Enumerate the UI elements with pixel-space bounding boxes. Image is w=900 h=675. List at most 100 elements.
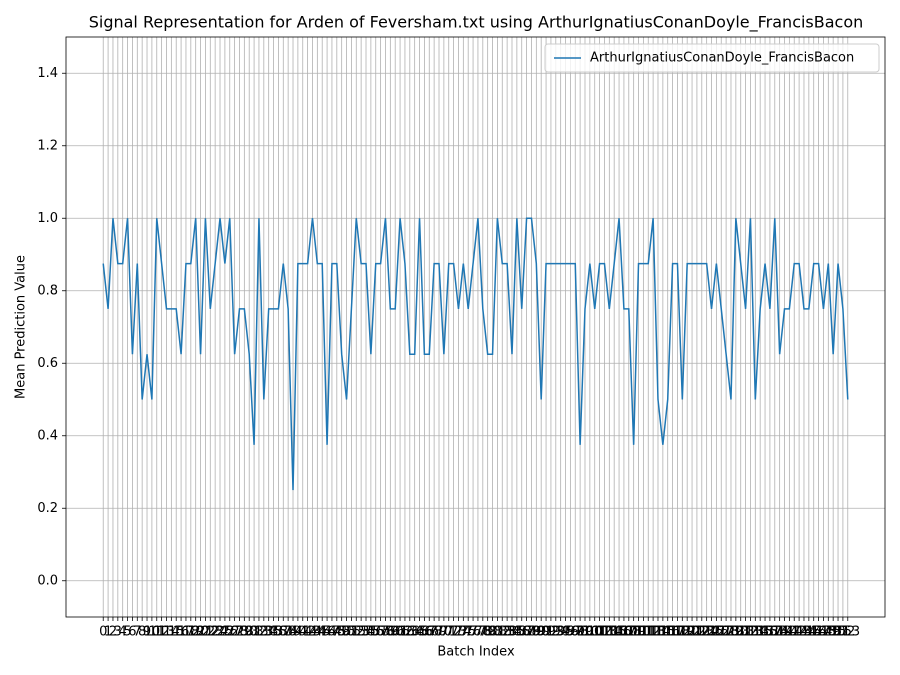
x-tick-label: 91: [538, 625, 555, 640]
y-tick-label: 1.0: [37, 211, 58, 226]
x-tick-label: 86: [513, 625, 530, 640]
x-tick-label: 119: [670, 625, 695, 640]
x-tick-label: 48: [329, 625, 346, 640]
x-tick-label: 12: [153, 625, 170, 640]
x-tick-label: 133: [738, 625, 763, 640]
x-tick-label: 151: [826, 625, 851, 640]
x-tick-label: 96: [562, 625, 579, 640]
x-tick-label: 18: [183, 625, 200, 640]
x-tick-label: 0: [99, 625, 107, 640]
x-tick-label: 21: [197, 625, 214, 640]
x-tick-label: 123: [689, 625, 714, 640]
x-tick-label: 1: [104, 625, 112, 640]
x-tick-label: 98: [572, 625, 589, 640]
x-tick-label: 145: [796, 625, 821, 640]
x-tick-label: 76: [465, 625, 482, 640]
chart-title: Signal Representation for Arden of Fever…: [89, 13, 864, 33]
x-tick-label: 68: [426, 625, 443, 640]
x-tick-label: 126: [704, 625, 729, 640]
x-tick-label: 49: [333, 625, 350, 640]
y-tick-label: 1.4: [37, 66, 58, 81]
x-tick-label: 14: [163, 625, 180, 640]
x-tick-label: 107: [612, 625, 637, 640]
y-tick-label: 0.4: [37, 428, 58, 443]
x-tick-label: 54: [358, 625, 375, 640]
x-tick-label: 128: [714, 625, 739, 640]
x-tick-label: 16: [173, 625, 190, 640]
x-tick-label: 122: [685, 625, 710, 640]
x-tick-label: 40: [290, 625, 307, 640]
x-tick-label: 9: [143, 625, 151, 640]
x-tick-label: 121: [680, 625, 705, 640]
x-tick-label: 105: [602, 625, 627, 640]
x-tick-label: 93: [548, 625, 565, 640]
x-tick-label: 87: [518, 625, 535, 640]
x-tick-label: 149: [816, 625, 841, 640]
x-tick-label: 37: [275, 625, 292, 640]
x-tick-label: 138: [762, 625, 787, 640]
x-tick-label: 89: [528, 625, 545, 640]
x-tick-label: 33: [256, 625, 273, 640]
x-tick-label: 11: [148, 625, 165, 640]
x-tick-label: 106: [607, 625, 632, 640]
x-tick-label: 71: [440, 625, 457, 640]
x-tick-label: 10: [144, 625, 161, 640]
y-tick-label: 0.8: [37, 283, 58, 298]
x-tick-label: 112: [636, 625, 661, 640]
x-tick-label: 104: [597, 625, 622, 640]
x-tick-label: 134: [743, 625, 768, 640]
x-tick-label: 38: [280, 625, 297, 640]
x-tick-label: 83: [499, 625, 516, 640]
x-tick-label: 113: [641, 625, 666, 640]
y-axis-label: Mean Prediction Value: [14, 255, 29, 399]
x-tick-label: 141: [777, 625, 802, 640]
x-tick-label: 79: [479, 625, 496, 640]
x-tick-label: 53: [353, 625, 370, 640]
x-tick-label: 32: [251, 625, 268, 640]
x-tick-label: 58: [377, 625, 394, 640]
x-tick-label: 147: [806, 625, 831, 640]
x-tick-label: 63: [402, 625, 419, 640]
x-tick-label: 8: [138, 625, 146, 640]
x-tick-label: 75: [460, 625, 477, 640]
x-tick-label: 41: [294, 625, 311, 640]
y-tick-label: 0.2: [37, 501, 58, 516]
x-tick-label: 52: [348, 625, 365, 640]
x-tick-label: 140: [772, 625, 797, 640]
y-tick-label: 0.0: [37, 573, 58, 588]
x-tick-label: 146: [801, 625, 826, 640]
x-tick-label: 66: [416, 625, 433, 640]
x-tick-label: 23: [207, 625, 224, 640]
x-tick-label: 15: [168, 625, 185, 640]
x-tick-label: 108: [616, 625, 641, 640]
x-tick-label: 25: [217, 625, 234, 640]
x-tick-label: 69: [431, 625, 448, 640]
x-tick-label: 44: [309, 625, 326, 640]
x-tick-label: 67: [421, 625, 438, 640]
x-tick-label: 28: [231, 625, 248, 640]
data-line: [102, 217, 849, 491]
x-tick-label: 55: [363, 625, 380, 640]
x-tick-label: 3: [114, 625, 122, 640]
x-tick-label: 45: [314, 625, 331, 640]
x-tick-label: 80: [484, 625, 501, 640]
x-tick-label: 92: [543, 625, 560, 640]
x-tick-label: 30: [241, 625, 258, 640]
x-tick-label: 85: [509, 625, 526, 640]
x-tick-label: 19: [187, 625, 204, 640]
x-tick-label: 124: [694, 625, 719, 640]
x-tick-label: 95: [557, 625, 574, 640]
x-tick-label: 60: [387, 625, 404, 640]
x-tick-label: 39: [285, 625, 302, 640]
x-tick-label: 65: [411, 625, 428, 640]
x-tick-label: 99: [577, 625, 594, 640]
x-tick-label: 47: [324, 625, 341, 640]
x-tick-label: 143: [787, 625, 812, 640]
x-tick-label: 142: [782, 625, 807, 640]
x-tick-label: 42: [299, 625, 316, 640]
x-tick-label: 20: [192, 625, 209, 640]
x-tick-label: 46: [319, 625, 336, 640]
x-tick-label: 74: [455, 625, 472, 640]
x-tick-label: 127: [709, 625, 734, 640]
